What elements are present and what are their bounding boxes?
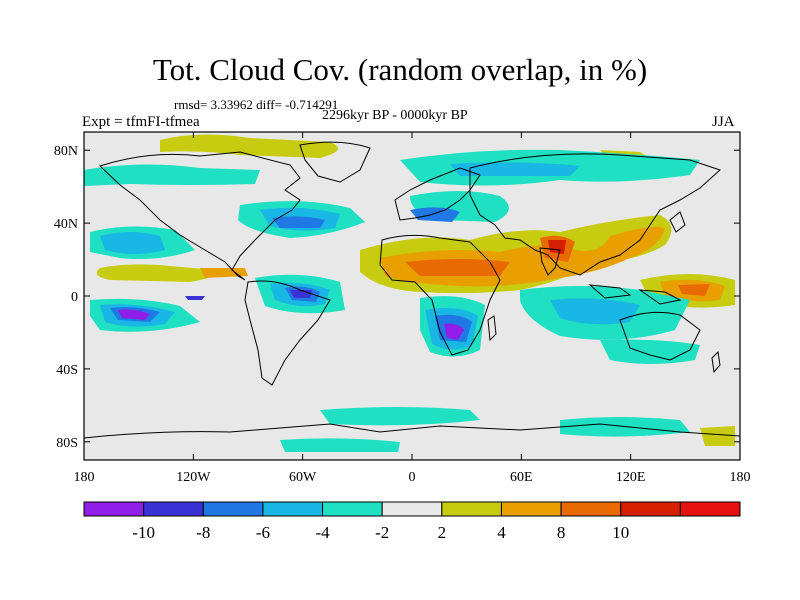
lon-tick-label: 0 xyxy=(409,470,416,485)
colorbar-swatch xyxy=(441,501,502,517)
lat-tick-label: 80N xyxy=(54,144,78,159)
colorbar-labels: -10 -8 -6 -4 -2 2 4 8 10 xyxy=(132,523,629,542)
lon-tick-label: 120W xyxy=(176,470,211,485)
colorbar-swatch xyxy=(143,501,204,517)
lat-tick-label: 40S xyxy=(56,363,78,378)
colorbar-label: -8 xyxy=(196,523,210,542)
lat-axis-labels: 80N 40N 0 40S 80S xyxy=(54,144,78,451)
colorbar-swatch xyxy=(262,501,324,517)
lon-axis-labels: 180 120W 60W 0 60E 120E 180 xyxy=(74,470,751,485)
period-text: 2296kyr BP - 0000kyr BP xyxy=(322,108,468,123)
lon-tick-label: 60W xyxy=(289,470,317,485)
coastlines xyxy=(84,141,740,439)
lat-tick-label: 80S xyxy=(56,436,78,451)
experiment-label: Expt = tfmFI-tfmea xyxy=(82,114,200,130)
map-plot-area xyxy=(84,132,740,460)
lon-tick-label: 120E xyxy=(616,470,646,485)
colorbar-label: -6 xyxy=(256,523,270,542)
lat-tick-label: 40N xyxy=(54,217,78,232)
colorbar-label: 4 xyxy=(497,523,506,542)
axis-tickmarks xyxy=(83,132,741,460)
colorbar-swatch xyxy=(620,501,681,517)
map-title: Tot. Cloud Cov. (random overlap, in %) xyxy=(152,52,648,87)
anomaly-fields xyxy=(84,134,735,452)
lon-tick-label: 60E xyxy=(510,470,533,485)
colorbar-swatch xyxy=(202,501,264,517)
colorbar-swatch xyxy=(322,501,383,517)
colorbar-swatch xyxy=(500,501,562,517)
colorbar-swatch xyxy=(83,501,145,517)
lon-tick-label: 180 xyxy=(730,470,751,485)
stats-text: rmsd= 3.33962 diff= -0.714291 xyxy=(174,97,339,112)
colorbar-label: 2 xyxy=(438,523,447,542)
colorbar-swatch xyxy=(381,501,443,517)
colorbar-label: -10 xyxy=(132,523,155,542)
colorbar-label: -2 xyxy=(375,523,389,542)
colorbar-label: 10 xyxy=(612,523,629,542)
colorbar-label: 8 xyxy=(557,523,566,542)
colorbar-swatch xyxy=(679,501,741,517)
colorbar xyxy=(83,501,741,517)
colorbar-label: -4 xyxy=(315,523,330,542)
lon-tick-label: 180 xyxy=(74,470,95,485)
lat-tick-label: 0 xyxy=(71,290,78,305)
season-label: JJA xyxy=(712,114,735,130)
colorbar-swatch xyxy=(560,501,622,517)
